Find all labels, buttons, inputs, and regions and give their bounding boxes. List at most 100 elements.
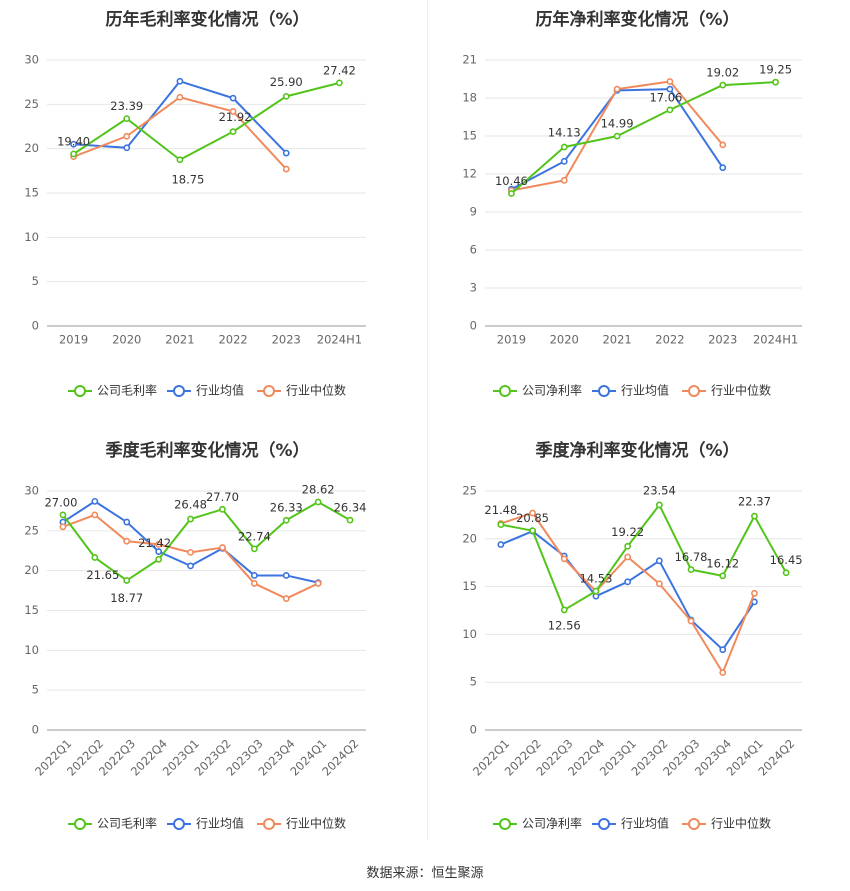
data-point-company[interactable]	[719, 572, 727, 580]
data-point-industry-median[interactable]	[560, 176, 568, 184]
data-point-company[interactable]	[91, 554, 99, 561]
legend-swatch-marker	[173, 818, 185, 830]
data-point-company[interactable]	[782, 569, 790, 577]
data-point-industry-median[interactable]	[187, 548, 194, 556]
data-label: 10.46	[495, 174, 528, 188]
legend-item-industry-avg[interactable]: 行业均值	[592, 816, 669, 831]
y-tick-label: 30	[24, 484, 39, 498]
x-tick-label: 2020	[550, 333, 579, 347]
data-point-company[interactable]	[123, 577, 131, 584]
legend-item-industry-avg[interactable]: 行业均值	[167, 816, 244, 831]
data-point-industry-avg[interactable]	[155, 548, 163, 555]
data-point-industry-avg[interactable]	[624, 578, 632, 586]
data-point-industry-avg[interactable]	[70, 140, 77, 148]
data-point-industry-median[interactable]	[314, 580, 322, 587]
data-point-industry-avg[interactable]	[282, 149, 290, 157]
legend-item-company[interactable]: 公司毛利率	[68, 816, 157, 831]
data-label: 21.65	[86, 568, 119, 582]
data-point-company[interactable]	[666, 106, 674, 114]
data-point-company[interactable]	[772, 78, 779, 86]
legend-swatch-marker	[598, 818, 610, 830]
data-label: 21.48	[484, 503, 517, 517]
chart-annual-gross-margin: 历年毛利率变化情况（%） 0 5 10 15 20 25 30 2019 2020 2021 2022…	[24, 9, 366, 398]
data-point-company[interactable]	[314, 498, 322, 506]
data-point-company[interactable]	[560, 143, 568, 151]
data-point-industry-median[interactable]	[282, 165, 290, 173]
data-point-company[interactable]	[187, 515, 194, 523]
data-point-company[interactable]	[282, 92, 290, 100]
data-point-company[interactable]	[529, 527, 536, 535]
data-point-industry-median[interactable]	[687, 617, 695, 625]
data-point-industry-median[interactable]	[176, 93, 184, 101]
data-point-company[interactable]	[336, 79, 343, 87]
data-point-industry-median[interactable]	[719, 141, 727, 149]
data-point-company[interactable]	[719, 81, 727, 89]
data-point-industry-median[interactable]	[751, 589, 758, 597]
data-point-company[interactable]	[123, 115, 131, 123]
data-point-company[interactable]	[508, 190, 515, 197]
data-point-industry-median[interactable]	[219, 544, 226, 551]
data-point-company[interactable]	[70, 150, 77, 158]
data-label: 14.13	[548, 126, 581, 140]
legend-item-company[interactable]: 公司净利率	[493, 383, 582, 398]
data-point-company[interactable]	[613, 132, 621, 140]
data-point-company[interactable]	[282, 516, 290, 524]
data-point-company[interactable]	[229, 128, 237, 136]
data-point-industry-avg[interactable]	[176, 77, 184, 85]
legend-item-industry-median[interactable]: 行业中位数	[257, 816, 346, 831]
data-point-industry-median[interactable]	[529, 509, 536, 517]
data-point-industry-median[interactable]	[613, 85, 621, 93]
legend-swatch-marker	[173, 385, 185, 397]
data-point-industry-median[interactable]	[123, 537, 131, 545]
data-point-industry-avg[interactable]	[229, 94, 237, 102]
data-point-industry-median[interactable]	[59, 523, 67, 531]
data-point-industry-median[interactable]	[123, 132, 131, 140]
data-point-industry-median[interactable]	[624, 553, 632, 561]
legend-item-industry-avg[interactable]: 行业均值	[167, 383, 244, 398]
data-point-industry-median[interactable]	[655, 580, 663, 588]
data-point-company[interactable]	[176, 156, 184, 164]
data-point-company[interactable]	[155, 555, 163, 563]
data-point-company[interactable]	[560, 606, 568, 614]
data-point-industry-median[interactable]	[229, 108, 237, 115]
data-point-industry-avg[interactable]	[560, 157, 568, 165]
data-label: 19.25	[759, 63, 792, 77]
legend-item-industry-median[interactable]: 行业中位数	[682, 816, 771, 831]
data-label: 16.12	[706, 556, 739, 570]
data-point-industry-avg[interactable]	[282, 572, 290, 579]
legend-item-industry-avg[interactable]: 行业均值	[592, 383, 669, 398]
data-point-company[interactable]	[250, 545, 258, 553]
data-point-company[interactable]	[346, 516, 354, 524]
legend-item-industry-median[interactable]: 行业中位数	[257, 383, 346, 398]
y-tick-label: 0	[32, 723, 39, 737]
data-point-industry-median[interactable]	[91, 511, 99, 519]
data-point-industry-median[interactable]	[666, 78, 674, 85]
data-point-company[interactable]	[751, 512, 758, 520]
data-point-industry-median[interactable]	[560, 555, 568, 563]
data-point-industry-median[interactable]	[719, 669, 727, 677]
data-point-company[interactable]	[687, 566, 695, 573]
data-point-company[interactable]	[624, 542, 632, 550]
data-point-industry-avg[interactable]	[497, 541, 505, 548]
legend-item-company[interactable]: 公司毛利率	[68, 383, 157, 398]
data-point-company[interactable]	[592, 587, 600, 595]
data-point-industry-median[interactable]	[155, 540, 163, 548]
data-point-company[interactable]	[59, 511, 67, 519]
legend-item-industry-median[interactable]: 行业中位数	[682, 383, 771, 398]
data-point-industry-avg[interactable]	[719, 164, 727, 172]
data-point-industry-avg[interactable]	[123, 144, 131, 152]
legend-item-company[interactable]: 公司净利率	[493, 816, 582, 831]
data-point-industry-avg[interactable]	[719, 646, 727, 654]
data-point-industry-median[interactable]	[282, 595, 290, 602]
data-point-industry-avg[interactable]	[91, 497, 99, 505]
data-point-industry-avg[interactable]	[187, 562, 194, 570]
data-point-company[interactable]	[655, 501, 663, 509]
chart-title: 历年毛利率变化情况（%）	[105, 9, 309, 30]
data-point-industry-avg[interactable]	[666, 85, 674, 93]
data-point-industry-median[interactable]	[250, 580, 258, 587]
data-point-company[interactable]	[219, 505, 226, 513]
data-point-industry-avg[interactable]	[123, 518, 131, 526]
data-point-company[interactable]	[497, 521, 505, 529]
data-point-industry-avg[interactable]	[250, 572, 258, 579]
data-point-industry-avg[interactable]	[655, 557, 663, 565]
